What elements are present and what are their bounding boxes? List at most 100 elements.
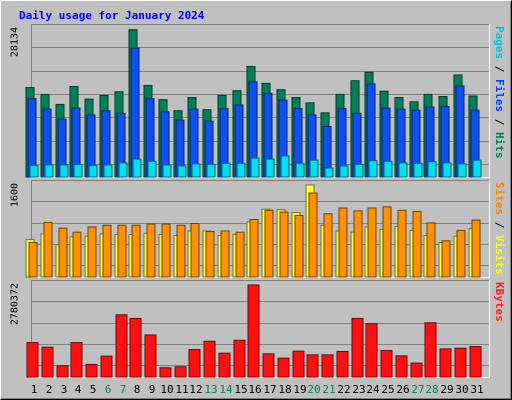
bar-kbytes-day-6 bbox=[100, 355, 113, 378]
legend-separator: / bbox=[494, 112, 507, 132]
x-tick-label-day-25: 25 bbox=[381, 383, 394, 396]
bar-kbytes-day-17 bbox=[262, 353, 275, 378]
bar-kbytes-day-27 bbox=[410, 362, 423, 378]
legend-files: Files bbox=[494, 79, 507, 112]
bar-sites-day-18 bbox=[279, 211, 289, 278]
bar-pages-day-12 bbox=[191, 163, 201, 178]
bar-pages-day-14 bbox=[221, 162, 231, 178]
x-tick-label-day-21: 21 bbox=[322, 383, 335, 396]
bar-sites-day-4 bbox=[72, 231, 82, 278]
x-tick-label-day-15: 15 bbox=[234, 383, 247, 396]
y-max-label: 1600 bbox=[10, 183, 21, 207]
x-tick-label-day-26: 26 bbox=[396, 383, 409, 396]
right-legend-label: Sites / Visits bbox=[494, 182, 507, 275]
x-tick-label-day-14: 14 bbox=[219, 383, 233, 396]
bar-pages-day-29 bbox=[442, 162, 452, 178]
x-tick-label-day-27: 27 bbox=[411, 383, 424, 396]
panel-visits-sites: 1600 Sites / Visits bbox=[10, 180, 507, 278]
bar-sites-day-17 bbox=[264, 209, 274, 278]
bar-kbytes-day-24 bbox=[365, 323, 378, 378]
bar-kbytes-day-31 bbox=[469, 346, 482, 378]
bar-sites-day-15 bbox=[235, 231, 245, 278]
bar-pages-day-23 bbox=[354, 163, 364, 178]
bar-sites-day-25 bbox=[382, 206, 392, 278]
bar-pages-day-26 bbox=[398, 162, 408, 178]
bar-pages-day-13 bbox=[206, 163, 216, 178]
panel-pages-files-hits: 28134 Pages / Files / Hits bbox=[10, 24, 507, 178]
bar-kbytes-day-4 bbox=[70, 342, 83, 378]
bar-kbytes-day-1 bbox=[26, 342, 39, 378]
x-tick-label-day-2: 2 bbox=[46, 383, 53, 396]
x-tick-label-day-19: 19 bbox=[293, 383, 306, 396]
bar-sites-day-2 bbox=[43, 221, 53, 278]
bar-sites-day-12 bbox=[190, 223, 200, 278]
bar-kbytes-day-3 bbox=[56, 365, 69, 378]
bar-pages-day-27 bbox=[413, 162, 423, 178]
bar-pages-day-1 bbox=[29, 164, 39, 178]
bar-kbytes-day-23 bbox=[351, 317, 364, 378]
bar-pages-day-31 bbox=[472, 159, 482, 178]
x-tick-label-day-30: 30 bbox=[455, 383, 468, 396]
bar-sites-day-23 bbox=[353, 210, 363, 278]
y-max-label: 28134 bbox=[10, 27, 21, 57]
bar-pages-day-7 bbox=[118, 162, 128, 178]
bar-sites-day-5 bbox=[87, 226, 97, 278]
bar-pages-day-3 bbox=[59, 164, 69, 178]
x-tick-label-day-18: 18 bbox=[278, 383, 291, 396]
bar-pages-day-19 bbox=[295, 162, 305, 178]
legend-kbytes: KBytes bbox=[494, 282, 507, 322]
x-tick-label-day-28: 28 bbox=[425, 383, 438, 396]
bar-pages-day-20 bbox=[309, 159, 319, 178]
x-tick-label-day-12: 12 bbox=[189, 383, 202, 396]
x-tick-label-day-5: 5 bbox=[90, 383, 97, 396]
x-tick-label-day-4: 4 bbox=[75, 383, 82, 396]
bar-kbytes-day-30 bbox=[454, 347, 467, 378]
x-tick-label-day-11: 11 bbox=[175, 383, 188, 396]
x-tick-label-day-6: 6 bbox=[105, 383, 112, 396]
x-tick-label-day-1: 1 bbox=[31, 383, 38, 396]
x-tick-label-day-20: 20 bbox=[307, 383, 320, 396]
bar-sites-day-30 bbox=[456, 229, 466, 278]
legend-hits: Hits bbox=[494, 132, 507, 159]
bar-sites-day-10 bbox=[161, 223, 171, 278]
bar-sites-day-27 bbox=[412, 210, 422, 278]
bar-kbytes-day-20 bbox=[306, 354, 319, 378]
x-tick-label-day-17: 17 bbox=[263, 383, 276, 396]
bar-pages-day-9 bbox=[147, 160, 157, 178]
bar-kbytes-day-13 bbox=[203, 340, 216, 378]
bar-sites-day-21 bbox=[323, 213, 333, 278]
bar-kbytes-day-2 bbox=[41, 346, 54, 378]
bar-sites-day-22 bbox=[338, 207, 348, 278]
x-tick-label-day-22: 22 bbox=[337, 383, 350, 396]
bar-sites-day-16 bbox=[249, 219, 259, 278]
bar-pages-day-11 bbox=[177, 165, 187, 178]
bar-kbytes-day-16 bbox=[247, 284, 260, 378]
bar-kbytes-day-12 bbox=[188, 349, 201, 378]
right-legend-label: Pages / Files / Hits bbox=[494, 26, 507, 159]
bar-kbytes-day-18 bbox=[277, 357, 290, 378]
bar-sites-day-13 bbox=[205, 231, 215, 278]
bar-pages-day-21 bbox=[324, 167, 334, 178]
bar-pages-day-8 bbox=[132, 158, 142, 178]
bar-files-day-8 bbox=[130, 47, 140, 178]
bar-sites-day-7 bbox=[117, 224, 127, 278]
bar-kbytes-day-15 bbox=[233, 339, 246, 378]
x-tick-label-day-10: 10 bbox=[160, 383, 173, 396]
bar-sites-day-3 bbox=[58, 227, 68, 278]
x-tick-label-day-9: 9 bbox=[149, 383, 156, 396]
bar-sites-day-31 bbox=[471, 219, 481, 278]
y-max-label: 2780372 bbox=[10, 283, 21, 325]
bar-kbytes-day-10 bbox=[159, 367, 172, 378]
bar-pages-day-10 bbox=[162, 164, 172, 178]
bar-kbytes-day-9 bbox=[144, 334, 157, 378]
bar-kbytes-day-21 bbox=[321, 354, 334, 378]
bar-sites-day-28 bbox=[426, 222, 436, 278]
bar-sites-day-24 bbox=[367, 207, 377, 278]
legend-sites: Sites bbox=[494, 182, 507, 215]
bar-kbytes-day-26 bbox=[395, 355, 408, 378]
right-legend-label: KBytes bbox=[494, 282, 507, 322]
x-tick-label-day-7: 7 bbox=[120, 383, 127, 396]
bar-pages-day-16 bbox=[250, 157, 260, 178]
x-tick-label-day-31: 31 bbox=[470, 383, 483, 396]
bar-sites-day-8 bbox=[131, 224, 141, 278]
